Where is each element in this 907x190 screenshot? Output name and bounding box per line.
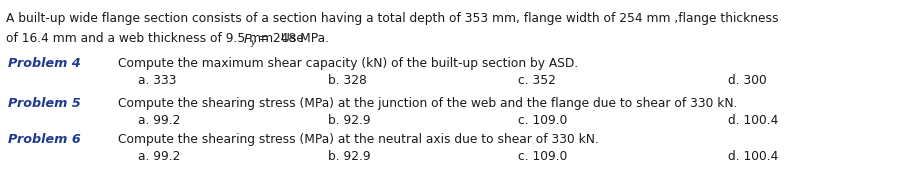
Text: b. 92.9: b. 92.9 — [328, 150, 371, 164]
Text: Problem 4: Problem 4 — [8, 57, 81, 70]
Text: a. 99.2: a. 99.2 — [138, 115, 180, 127]
Text: d. 300: d. 300 — [728, 74, 766, 88]
Text: Compute the shearing stress (MPa) at the neutral axis due to shear of 330 kN.: Compute the shearing stress (MPa) at the… — [118, 133, 599, 146]
Text: Compute the maximum shear capacity (kN) of the built-up section by ASD.: Compute the maximum shear capacity (kN) … — [118, 57, 579, 70]
Text: b. 92.9: b. 92.9 — [328, 115, 371, 127]
Text: = 248 MPa.: = 248 MPa. — [256, 32, 329, 45]
Text: $\mathit{F}_{\mathit{y}}$: $\mathit{F}_{\mathit{y}}$ — [243, 32, 257, 49]
Text: a. 333: a. 333 — [138, 74, 177, 88]
Text: c. 109.0: c. 109.0 — [518, 115, 568, 127]
Text: a. 99.2: a. 99.2 — [138, 150, 180, 164]
Text: c. 109.0: c. 109.0 — [518, 150, 568, 164]
Text: Compute the shearing stress (MPa) at the junction of the web and the flange due : Compute the shearing stress (MPa) at the… — [118, 97, 737, 110]
Text: Problem 5: Problem 5 — [8, 97, 81, 110]
Text: b. 328: b. 328 — [328, 74, 366, 88]
Text: c. 352: c. 352 — [518, 74, 556, 88]
Text: d. 100.4: d. 100.4 — [728, 150, 778, 164]
Text: of 16.4 mm and a web thickness of 9.5 mm. Use: of 16.4 mm and a web thickness of 9.5 mm… — [6, 32, 307, 45]
Text: Problem 6: Problem 6 — [8, 133, 81, 146]
Text: A built-up wide flange section consists of a section having a total depth of 353: A built-up wide flange section consists … — [6, 12, 778, 25]
Text: d. 100.4: d. 100.4 — [728, 115, 778, 127]
